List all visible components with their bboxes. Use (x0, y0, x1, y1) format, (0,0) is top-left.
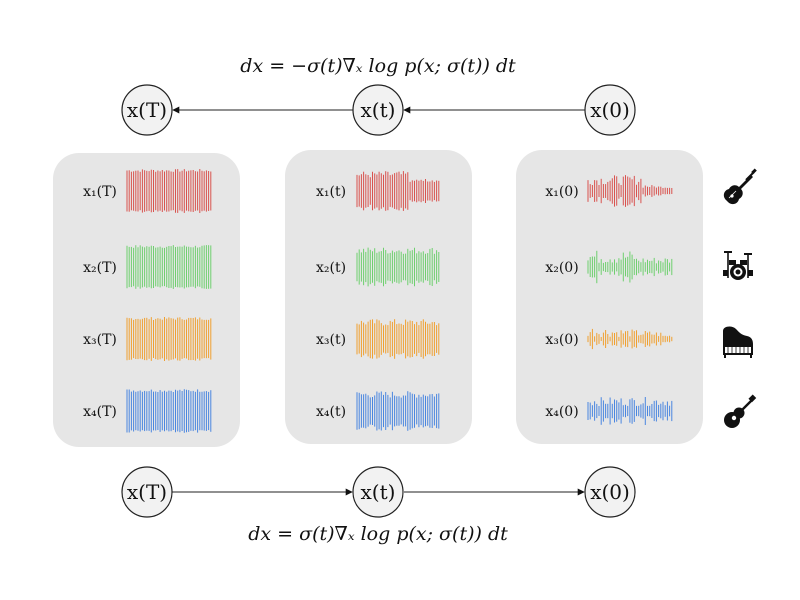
forward-sde-equation: dx = σ(t)∇ₓ log p(x; σ(t)) dt (248, 523, 508, 545)
svg-text:x(T): x(T) (127, 480, 167, 504)
top-node-t: x(t) (352, 84, 404, 136)
panel1-label-x3: x₃(T) (83, 332, 117, 348)
bottom-node-0: x(0) (584, 466, 636, 518)
panel-clean (516, 150, 703, 444)
svg-text:x(t): x(t) (361, 480, 396, 504)
panel2-label-x3: x₃(t) (316, 332, 346, 348)
top-node-0: x(0) (584, 84, 636, 136)
panel3-label-x2: x₂(0) (545, 260, 578, 276)
panel1-label-x2: x₂(T) (83, 260, 117, 276)
grand-piano-icon (723, 326, 753, 358)
drum-kit-icon (723, 251, 753, 280)
bottom-node-t: x(t) (352, 466, 404, 518)
svg-text:x(0): x(0) (590, 480, 630, 504)
svg-text:x(t): x(t) (361, 98, 396, 122)
top-node-T: x(T) (121, 84, 173, 136)
electric-guitar-icon (723, 168, 757, 205)
waveforms (126, 169, 673, 433)
panel3-label-x3: x₃(0) (545, 332, 578, 348)
panel-noise (53, 153, 240, 447)
panel-partial (285, 150, 472, 444)
panel1-label-x1: x₁(T) (83, 184, 117, 200)
panel2-label-x1: x₁(t) (316, 184, 346, 200)
panel1-label-x4: x₄(T) (83, 404, 117, 420)
reverse-sde-equation: dx = −σ(t)∇ₓ log p(x; σ(t)) dt (240, 55, 516, 77)
svg-text:x(T): x(T) (127, 98, 167, 122)
panel3-label-x4: x₄(0) (545, 404, 578, 420)
svg-text:x(0): x(0) (590, 98, 630, 122)
panel2-label-x4: x₄(t) (316, 404, 346, 420)
acoustic-guitar-icon (724, 394, 757, 428)
panel3-label-x1: x₁(0) (545, 184, 578, 200)
panel2-label-x2: x₂(t) (316, 260, 346, 276)
bottom-node-T: x(T) (121, 466, 173, 518)
